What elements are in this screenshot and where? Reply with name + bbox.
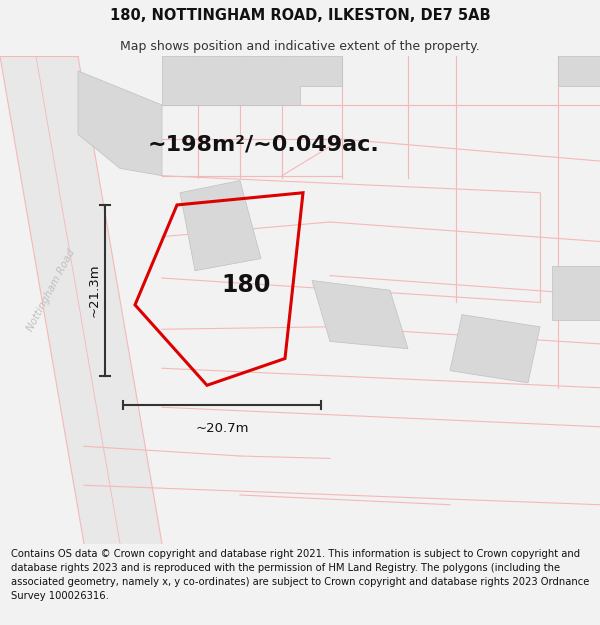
- Text: 180, NOTTINGHAM ROAD, ILKESTON, DE7 5AB: 180, NOTTINGHAM ROAD, ILKESTON, DE7 5AB: [110, 8, 490, 23]
- Text: ~20.7m: ~20.7m: [195, 422, 249, 435]
- Text: ~21.3m: ~21.3m: [88, 264, 101, 317]
- Text: Map shows position and indicative extent of the property.: Map shows position and indicative extent…: [120, 39, 480, 52]
- Polygon shape: [162, 56, 342, 105]
- Polygon shape: [78, 71, 162, 176]
- Text: ~198m²/~0.049ac.: ~198m²/~0.049ac.: [148, 134, 380, 154]
- Text: Nottingham Road: Nottingham Road: [25, 248, 77, 333]
- Polygon shape: [552, 266, 600, 319]
- Text: 180: 180: [221, 273, 271, 298]
- Polygon shape: [558, 56, 600, 86]
- Polygon shape: [312, 281, 408, 349]
- Polygon shape: [180, 181, 261, 271]
- Text: Contains OS data © Crown copyright and database right 2021. This information is : Contains OS data © Crown copyright and d…: [11, 549, 589, 601]
- Polygon shape: [450, 314, 540, 383]
- Polygon shape: [0, 56, 162, 544]
